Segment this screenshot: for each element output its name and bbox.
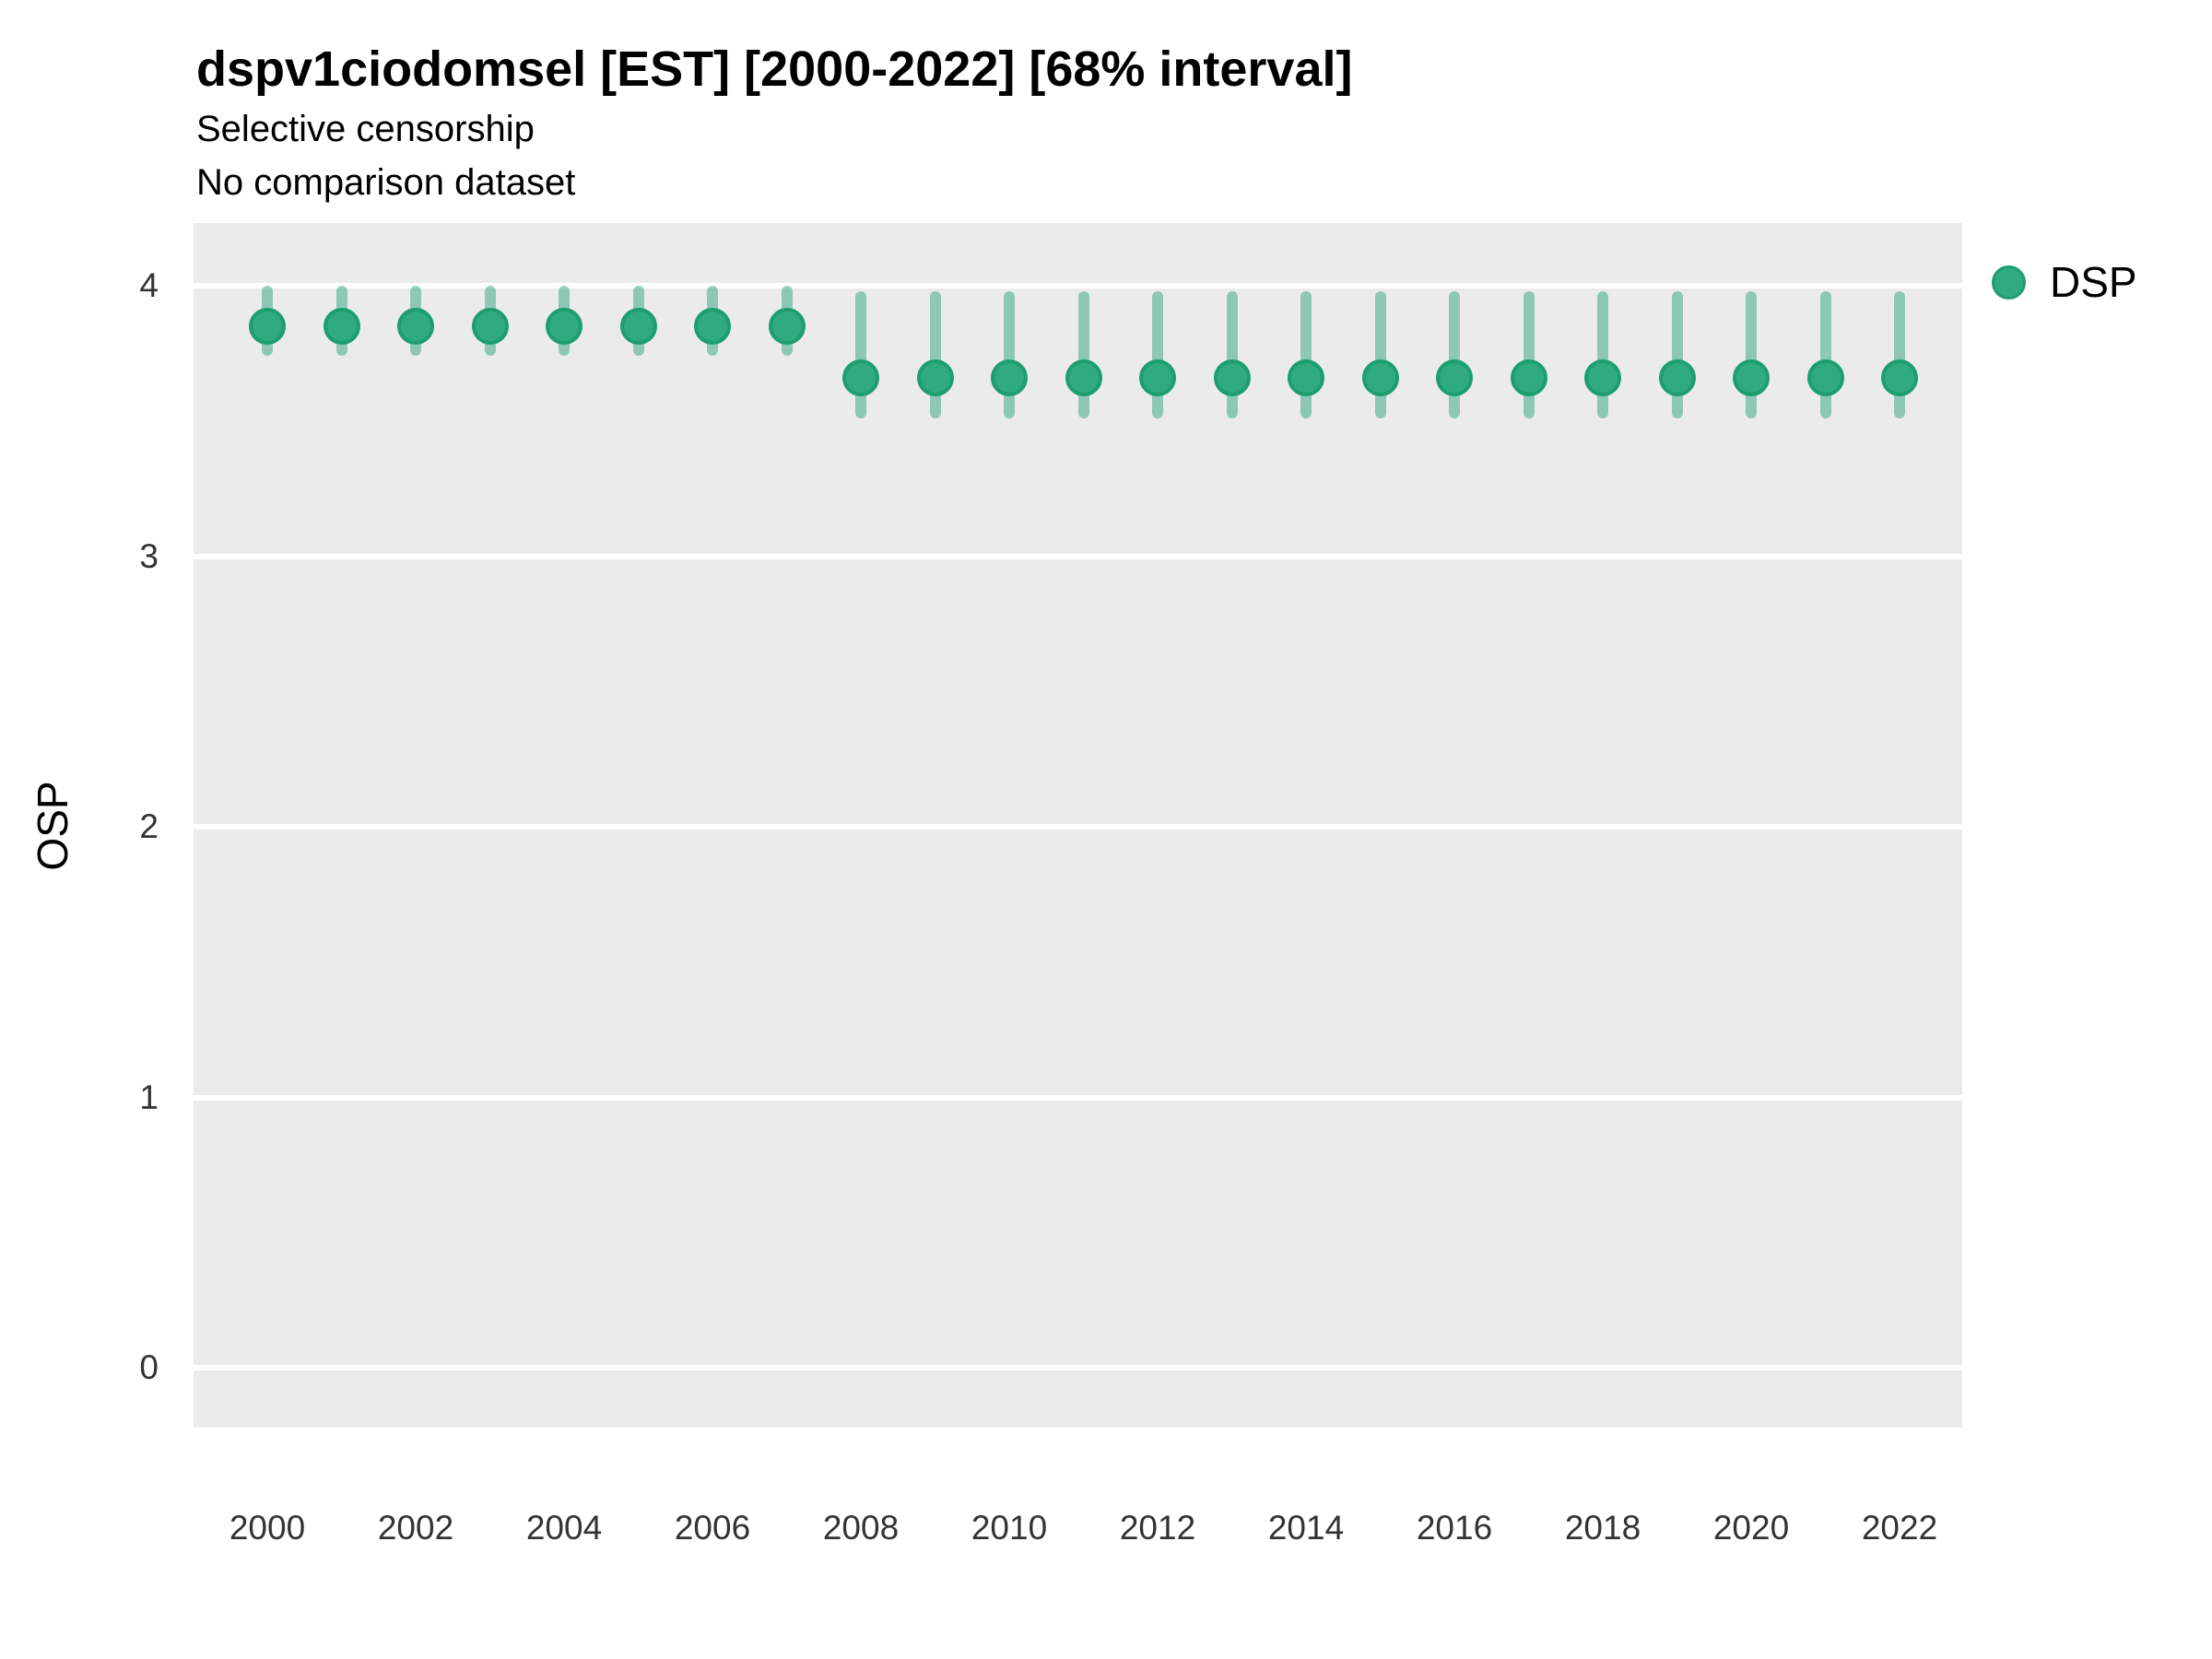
data-point (1065, 359, 1102, 396)
interval-bar (1152, 290, 1163, 418)
x-tick-label: 2014 (1267, 1509, 1345, 1547)
interval-bar (855, 290, 866, 418)
interval-bar (1671, 290, 1683, 418)
y-tick-label: 2 (139, 807, 159, 845)
data-point (323, 308, 360, 346)
x-tick-label: 2012 (1119, 1509, 1196, 1547)
interval-bar (1523, 290, 1535, 418)
interval-bar (1746, 290, 1757, 418)
y-tick-label: 0 (139, 1348, 159, 1386)
data-point (991, 359, 1028, 396)
gridline-y-0 (194, 1365, 1962, 1371)
y-tick-label: 4 (139, 266, 159, 304)
x-tick-label: 2016 (1416, 1509, 1493, 1547)
y-tick-label: 3 (139, 536, 159, 575)
interval-bar (1077, 290, 1089, 418)
data-point (1584, 359, 1621, 396)
data-point (1139, 359, 1176, 396)
interval-bar (1894, 290, 1905, 418)
legend: DSP (1992, 257, 2137, 307)
data-point (546, 308, 582, 346)
x-tick-label: 2002 (377, 1509, 454, 1547)
x-tick-label: 2022 (1861, 1509, 1938, 1547)
x-tick-label: 2008 (822, 1509, 900, 1547)
data-point (1881, 359, 1918, 396)
interval-bar (1226, 290, 1238, 418)
data-point (1288, 359, 1324, 396)
chart-subtitle: Selective censorship (196, 109, 535, 149)
data-point (471, 308, 509, 346)
gridline-y-3 (194, 553, 1962, 559)
data-point (1658, 359, 1696, 396)
interval-bar (1004, 290, 1015, 418)
data-point (1806, 359, 1844, 396)
data-point (1733, 359, 1770, 396)
interval-bar (1300, 290, 1312, 418)
legend-point-icon (1992, 265, 2026, 300)
legend-label: DSP (2050, 258, 2137, 306)
data-point (1361, 359, 1399, 396)
data-point (1213, 359, 1251, 396)
data-point (842, 359, 879, 396)
data-point (619, 308, 657, 346)
interval-bar (1374, 290, 1386, 418)
data-point (397, 308, 434, 346)
x-tick-label: 2006 (674, 1509, 751, 1547)
data-point (1510, 359, 1547, 396)
data-point (768, 308, 806, 346)
x-tick-label: 2010 (971, 1509, 1048, 1547)
x-tick-label: 2020 (1712, 1509, 1790, 1547)
gridline-y-2 (194, 824, 1962, 830)
y-tick-label: 1 (139, 1077, 159, 1116)
gridline-y-4 (194, 283, 1962, 288)
x-tick-label: 2000 (229, 1509, 306, 1547)
plot-panel (194, 223, 1962, 1428)
chart-title: dspv1ciodomsel [EST] [2000-2022] [68% in… (196, 41, 1353, 97)
chart-caption: No comparison dataset (196, 162, 576, 203)
data-point (916, 359, 954, 396)
data-point (1436, 359, 1473, 396)
x-tick-label: 2004 (525, 1509, 603, 1547)
gridline-y-1 (194, 1094, 1962, 1100)
interval-bar (1819, 290, 1831, 418)
interval-bar (1597, 290, 1608, 418)
data-point (694, 308, 731, 346)
interval-bar (1449, 290, 1460, 418)
interval-bar (929, 290, 941, 418)
y-axis-title: OSP (29, 781, 76, 871)
data-point (249, 308, 286, 346)
x-tick-label: 2018 (1564, 1509, 1641, 1547)
